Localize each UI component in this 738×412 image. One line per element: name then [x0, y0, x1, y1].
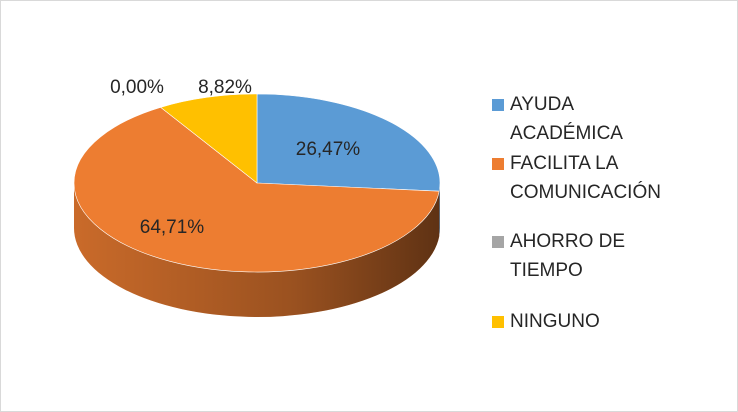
legend-swatch — [492, 158, 504, 170]
data-label: 0,00% — [110, 77, 164, 98]
legend-label: FACILITA LA COMUNICACIÓN — [510, 153, 661, 203]
legend-label: AYUDA ACADÉMICA — [510, 94, 623, 144]
legend-label: AHORRO DE TIEMPO — [510, 231, 626, 281]
slice-side-shade — [439, 183, 440, 237]
legend-swatch — [492, 236, 504, 248]
slice — [73, 106, 440, 273]
legend-swatch — [492, 99, 504, 111]
legend-label: NINGUNO — [510, 311, 600, 332]
slice — [160, 93, 258, 184]
legend-item: FACILITA LA COMUNICACIÓN — [492, 149, 670, 207]
data-label: 64,71% — [140, 217, 205, 238]
data-label: 8,82% — [198, 77, 252, 98]
legend-swatch — [492, 316, 504, 328]
slice — [256, 93, 441, 192]
legend-item: AHORRO DE TIEMPO — [492, 227, 670, 285]
slice-side-shade — [74, 183, 440, 317]
legend-item: AYUDA ACADÉMICA — [492, 90, 670, 148]
legend-item: NINGUNO — [492, 307, 670, 336]
data-label: 26,47% — [296, 139, 361, 160]
